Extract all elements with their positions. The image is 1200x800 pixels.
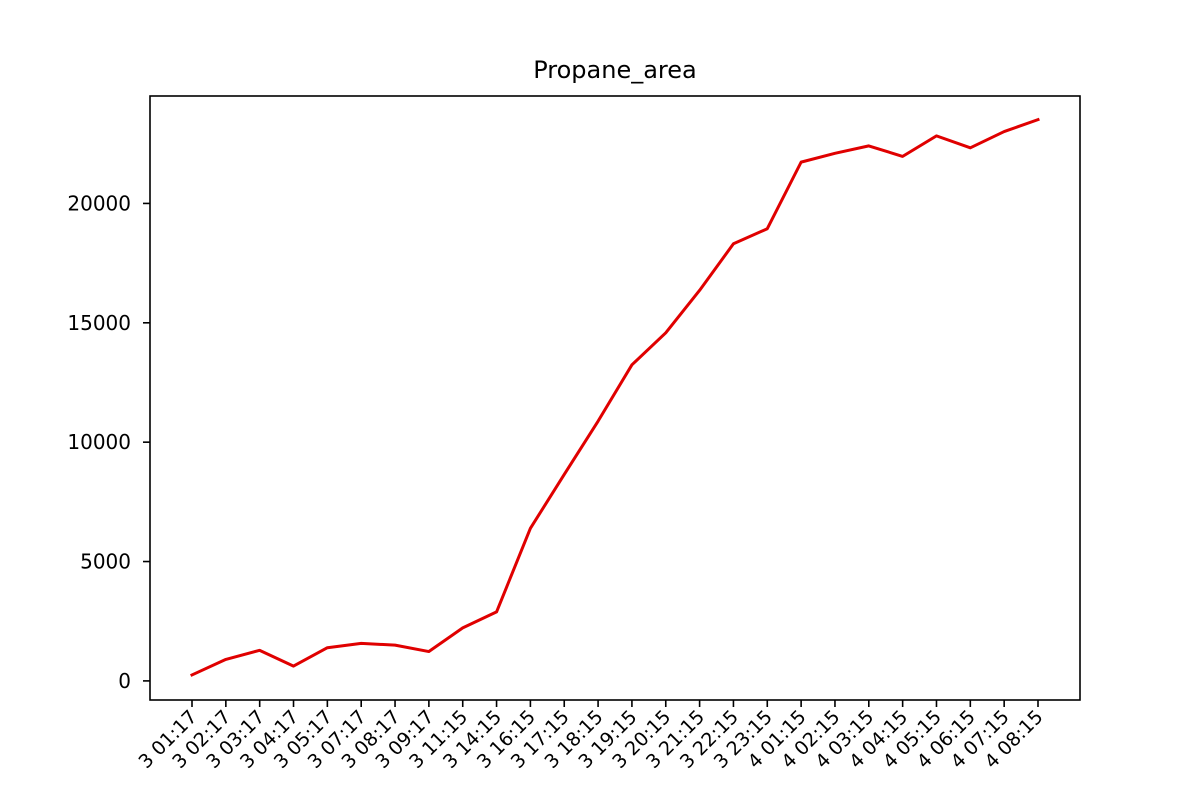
y-axis: 0 5000 10000 15000 20000 xyxy=(67,191,150,693)
plot-area xyxy=(190,117,1040,677)
chart-title: Propane_area xyxy=(533,56,697,84)
y-tick-label: 0 xyxy=(118,669,131,693)
y-tick-label: 5000 xyxy=(80,550,131,574)
plot-frame xyxy=(149,95,1081,701)
y-tick-label: 15000 xyxy=(67,311,131,335)
y-tick-label: 10000 xyxy=(67,430,131,454)
x-axis: 3 01:173 02:173 03:173 04:173 05:173 07:… xyxy=(134,700,1048,773)
y-tick-label: 20000 xyxy=(67,191,131,215)
series-line-0 xyxy=(190,117,1040,677)
